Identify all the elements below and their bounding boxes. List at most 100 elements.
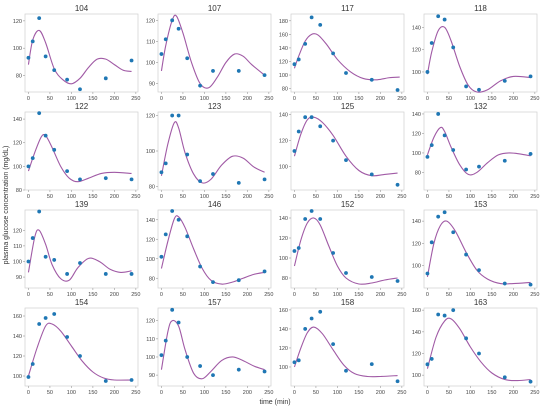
panel-frame <box>423 209 538 289</box>
data-point <box>442 17 447 22</box>
panel-132: 132 80 100 120 140 0 50 100 150 200 250 <box>412 102 540 200</box>
model-fit-curve <box>27 133 132 183</box>
x-tick-label: 200 <box>376 194 385 200</box>
x-tick-label: 0 <box>27 96 30 102</box>
data-point <box>429 143 434 148</box>
data-point <box>292 249 297 253</box>
y-tick-label: 80 <box>149 276 155 282</box>
x-tick-label: 0 <box>293 292 296 298</box>
x-tick-label: 250 <box>397 292 406 298</box>
data-point <box>464 84 469 89</box>
x-tick-label: 150 <box>354 194 363 200</box>
x-tick-label: 0 <box>27 194 30 200</box>
data-point <box>528 379 533 384</box>
data-point <box>26 375 31 379</box>
data-point <box>318 217 323 221</box>
data-point <box>425 70 430 74</box>
panel-152: 152 80 100 120 140 0 50 100 150 200 250 <box>279 200 407 298</box>
x-tick-label: 50 <box>313 194 319 200</box>
y-tick-label: 100 <box>13 374 22 380</box>
y-tick-label: 90 <box>149 82 155 88</box>
y-tick-label: 120 <box>279 236 288 242</box>
data-point <box>429 240 434 245</box>
data-point <box>477 351 481 356</box>
panel-title: 117 <box>341 4 354 13</box>
x-tick-label: 200 <box>243 194 252 200</box>
x-tick-label: 100 <box>200 292 209 298</box>
data-point <box>159 52 164 56</box>
y-tick-label: 120 <box>13 19 22 25</box>
panel-157: 157 90 100 110 120 0 50 100 150 200 250 <box>146 298 274 396</box>
panel-122: 122 80 100 120 140 0 50 100 150 200 250 <box>13 102 141 200</box>
data-point <box>502 158 507 163</box>
x-tick-label: 150 <box>88 292 97 298</box>
data-point <box>528 74 533 79</box>
data-point <box>129 272 134 276</box>
x-tick-label: 200 <box>110 292 119 298</box>
data-point <box>185 234 190 239</box>
x-tick-label: 100 <box>67 96 76 102</box>
panel-frame <box>24 307 139 387</box>
panel-title: 152 <box>341 200 355 209</box>
data-point <box>103 272 108 276</box>
panel-153: 153 100 120 140 0 50 100 150 200 250 <box>412 200 540 298</box>
panel-title: 153 <box>474 200 488 209</box>
data-point <box>43 54 48 59</box>
data-point <box>26 164 31 169</box>
x-tick-label: 200 <box>509 390 518 396</box>
y-tick-label: 120 <box>13 228 22 234</box>
data-point <box>502 375 507 380</box>
data-point <box>451 148 456 152</box>
x-tick-label: 200 <box>110 390 119 396</box>
data-point <box>477 87 481 92</box>
x-tick-label: 50 <box>446 390 452 396</box>
x-tick-label: 200 <box>110 96 119 102</box>
model-fit-curve <box>293 217 398 285</box>
data-point <box>331 251 336 255</box>
panel-frame <box>24 13 139 93</box>
x-tick-label: 100 <box>466 292 475 298</box>
y-tick-label: 100 <box>13 46 22 52</box>
panel-107: 107 90 100 110 120 0 50 100 150 200 250 <box>146 4 274 102</box>
data-point <box>176 217 181 222</box>
model-fit-curve <box>426 126 531 176</box>
data-point <box>262 369 267 374</box>
data-point <box>369 275 374 279</box>
data-point <box>185 152 190 157</box>
x-tick-label: 250 <box>264 390 273 396</box>
x-tick-label: 250 <box>131 96 140 102</box>
panel-title: 157 <box>208 298 222 307</box>
data-point <box>78 354 82 358</box>
model-fit-curve <box>426 26 531 93</box>
x-tick-label: 50 <box>180 292 186 298</box>
model-fit-curve <box>426 317 531 382</box>
data-point <box>369 172 374 177</box>
x-tick-label: 100 <box>466 390 475 396</box>
data-point <box>309 115 314 120</box>
panel-frame <box>290 111 405 191</box>
data-point <box>211 280 215 285</box>
y-tick-label: 120 <box>412 241 421 247</box>
data-point <box>528 152 533 156</box>
x-tick-label: 200 <box>243 390 252 396</box>
x-tick-label: 200 <box>243 96 252 102</box>
data-point <box>176 320 181 325</box>
data-point <box>30 39 35 44</box>
data-point <box>236 69 241 73</box>
data-point <box>103 176 108 181</box>
data-point <box>65 169 70 173</box>
data-point <box>129 58 134 63</box>
panel-title: 158 <box>341 298 355 307</box>
data-point <box>451 230 456 235</box>
x-tick-label: 100 <box>200 194 209 200</box>
data-point <box>37 111 42 116</box>
data-point <box>211 373 215 378</box>
y-tick-label: 120 <box>13 141 22 147</box>
x-tick-label: 250 <box>131 194 140 200</box>
data-point <box>451 45 456 50</box>
data-point <box>331 51 336 56</box>
model-fit-curve <box>27 229 132 282</box>
data-point <box>436 312 441 317</box>
panel-frame <box>290 13 405 93</box>
data-point <box>262 73 267 78</box>
